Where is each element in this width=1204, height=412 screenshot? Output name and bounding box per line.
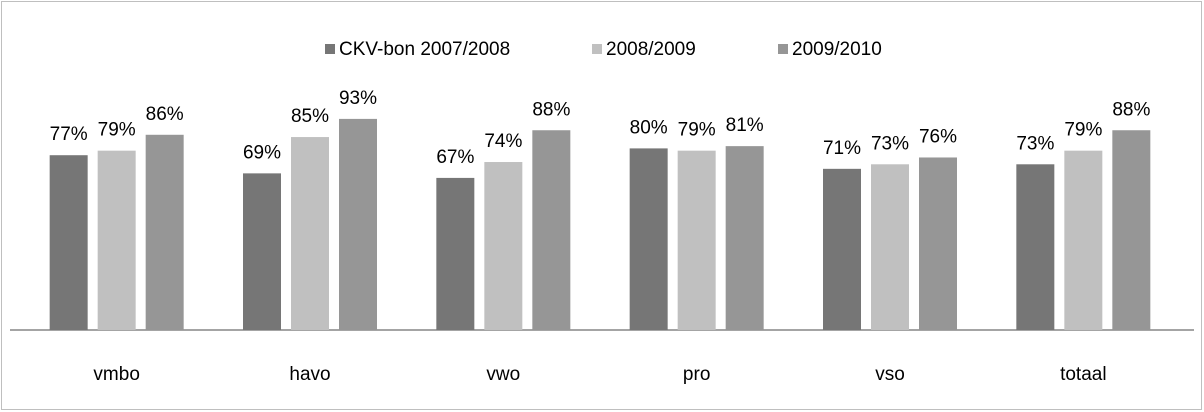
data-label: 71% [823,138,861,159]
x-tick-label: vso [875,364,905,385]
data-label: 76% [919,126,957,147]
bar [97,150,136,330]
bar [49,155,88,330]
data-label: 80% [630,117,668,138]
legend-label: 2009/2010 [792,39,882,60]
bar [725,146,764,330]
legend-swatch [778,44,788,54]
data-label: 86% [146,104,184,125]
data-label: 79% [1064,120,1102,141]
data-label: 88% [1112,99,1150,120]
x-tick-label: pro [683,364,710,385]
bar [1112,130,1151,330]
bar [291,137,329,330]
data-label: 73% [871,133,909,154]
bar [677,150,716,330]
x-tick-label: totaal [1060,364,1106,385]
bar [484,162,523,330]
bar [243,173,281,330]
data-label: 67% [436,147,474,168]
data-label: 79% [678,120,716,141]
bar [339,118,377,330]
bar [145,134,184,330]
legend-swatch [325,44,335,54]
bar [871,164,909,330]
legend-swatch [592,44,602,54]
legend-label: CKV-bon 2007/2008 [339,39,510,60]
data-label: 74% [484,131,522,152]
data-label: 88% [532,99,570,120]
data-label: 81% [726,115,764,136]
data-label: 77% [50,124,88,145]
data-label: 73% [1016,133,1054,154]
x-tick-label: havo [289,364,330,385]
bar [1016,164,1055,330]
bar [436,177,475,330]
x-tick-label: vmbo [93,364,139,385]
x-tick-label: vwo [486,364,520,385]
data-label: 85% [291,106,329,127]
bar [629,148,668,330]
data-label: 79% [98,120,136,141]
bar [1064,150,1103,330]
legend-label: 2008/2009 [606,39,696,60]
bar [823,168,861,330]
bar [532,130,571,330]
bar [919,157,957,330]
data-label: 69% [243,142,281,163]
data-label: 93% [339,88,377,109]
